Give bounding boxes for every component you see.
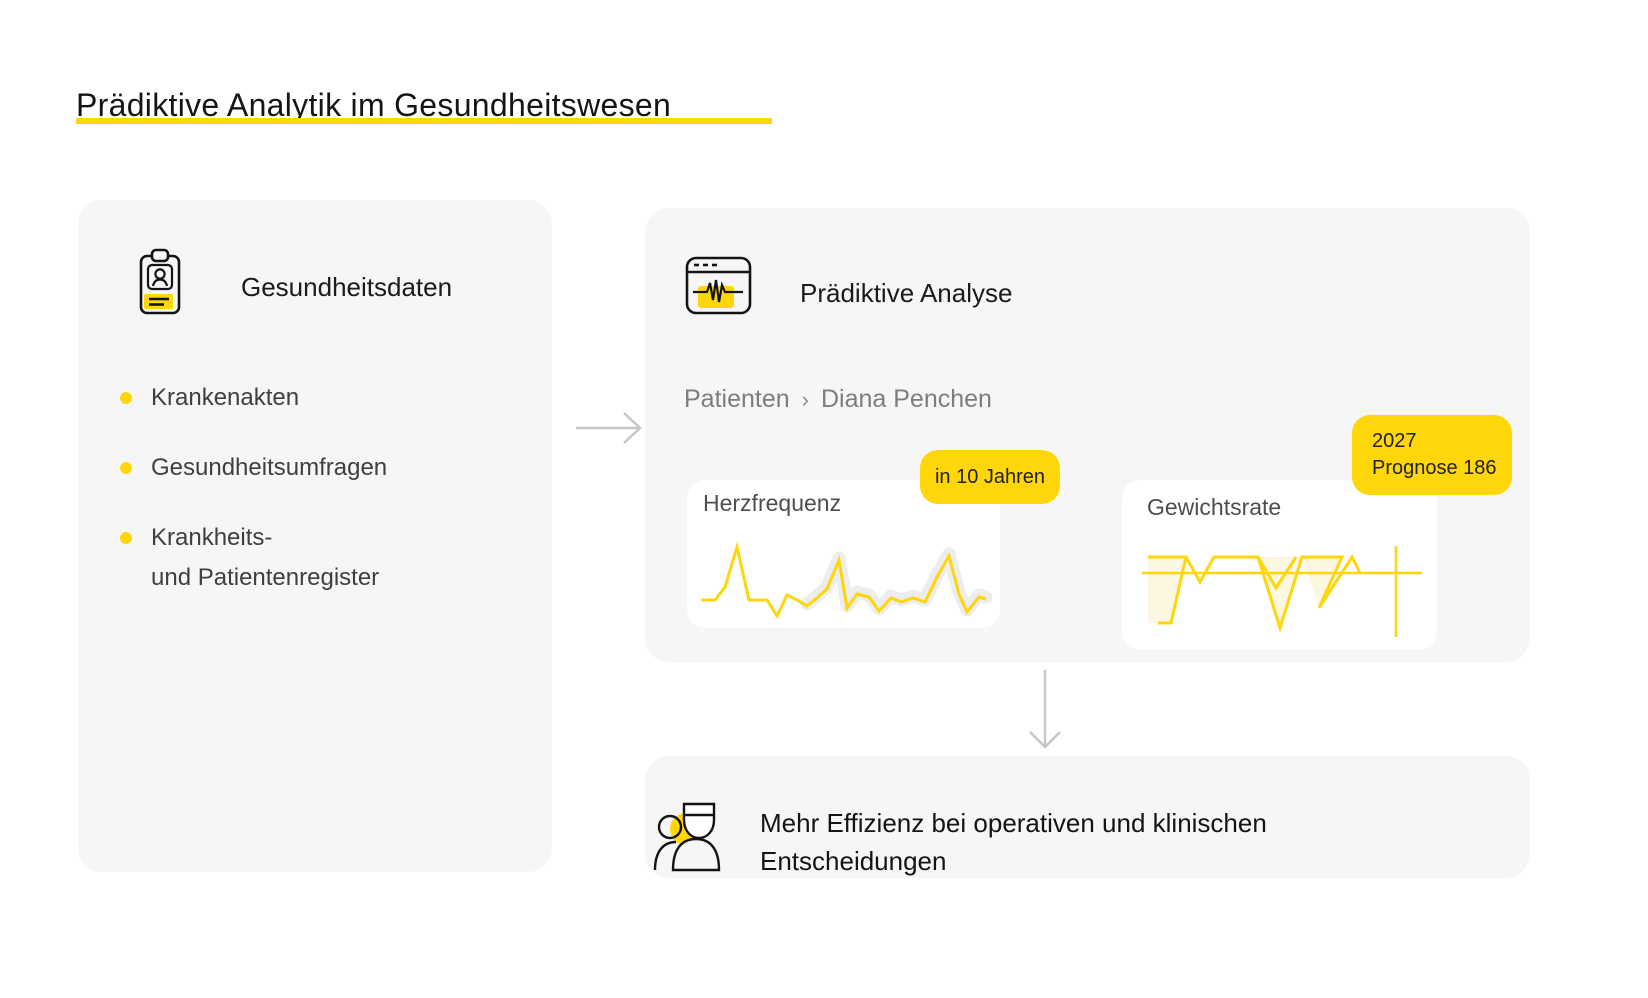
list-item-krankenakten: Krankenakten	[120, 378, 387, 418]
herzfrequenz-chart-svg	[701, 541, 993, 620]
outcome-text-line2: Entscheidungen	[760, 846, 947, 876]
page-title: Prädiktive Analytik im Gesundheitswesen	[76, 87, 672, 124]
weight-rate-card-title: Gewichtsrate	[1147, 494, 1282, 520]
list-item-label: Krankenakten	[151, 384, 300, 411]
breadcrumb: Patienten › Diana Penchen	[684, 385, 992, 414]
list-item-label: Krankheits- und Patientenregister	[151, 524, 380, 591]
breadcrumb-separator-icon: ›	[801, 387, 809, 412]
prognose-badge: 2027 Prognose 186	[1352, 415, 1512, 495]
heart-rate-card: Herzfrequenz	[687, 480, 1000, 628]
breadcrumb-parent: Patienten	[684, 385, 790, 413]
health-data-panel-title: Gesundheitsdaten	[241, 272, 453, 302]
list-item-gesundheitsumfragen: Gesundheitsumfragen	[120, 448, 387, 488]
title-underline	[76, 118, 772, 124]
predictive-analysis-panel: Prädiktive Analyse Patienten › Diana Pench…	[645, 208, 1530, 662]
flow-arrow-down-icon	[1029, 670, 1061, 749]
bullet-dot-icon	[120, 462, 132, 474]
list-item-register: Krankheits- und Patientenregister	[120, 518, 387, 598]
flow-arrow-right-icon	[576, 412, 642, 444]
prognose-badge-year: 2027	[1372, 430, 1417, 452]
predictive-analysis-panel-title: Prädiktive Analyse	[800, 278, 1013, 308]
bullet-dot-icon	[120, 532, 132, 544]
bullet-dot-icon	[120, 392, 132, 404]
outcome-panel: Mehr Effizienz bei operativen und klinis…	[645, 756, 1530, 878]
weight-rate-card: Gewichtsrate	[1122, 480, 1437, 650]
prognose-badge-value: Prognose 186	[1372, 457, 1497, 479]
browser-pulse-icon	[685, 256, 752, 315]
forecast-horizon-badge: in 10 Jahren	[920, 450, 1060, 504]
people-icon	[653, 802, 721, 872]
health-data-list: Krankenakten Gesundheitsumfragen Krankhe…	[120, 378, 387, 628]
gewichtsrate-chart-svg	[1142, 546, 1422, 637]
outcome-text-line1: Mehr Effizienz bei operativen und klinis…	[760, 808, 1267, 838]
clipboard-patient-icon	[139, 248, 181, 315]
heart-rate-card-title: Herzfrequenz	[703, 490, 842, 516]
outcome-text: Mehr Effizienz bei operativen und klinis…	[760, 804, 1267, 880]
breadcrumb-current: Diana Penchen	[820, 385, 992, 413]
health-data-panel: Gesundheitsdaten Krankenakten Gesundheit…	[78, 200, 552, 872]
list-item-label: Gesundheitsumfragen	[151, 454, 388, 481]
